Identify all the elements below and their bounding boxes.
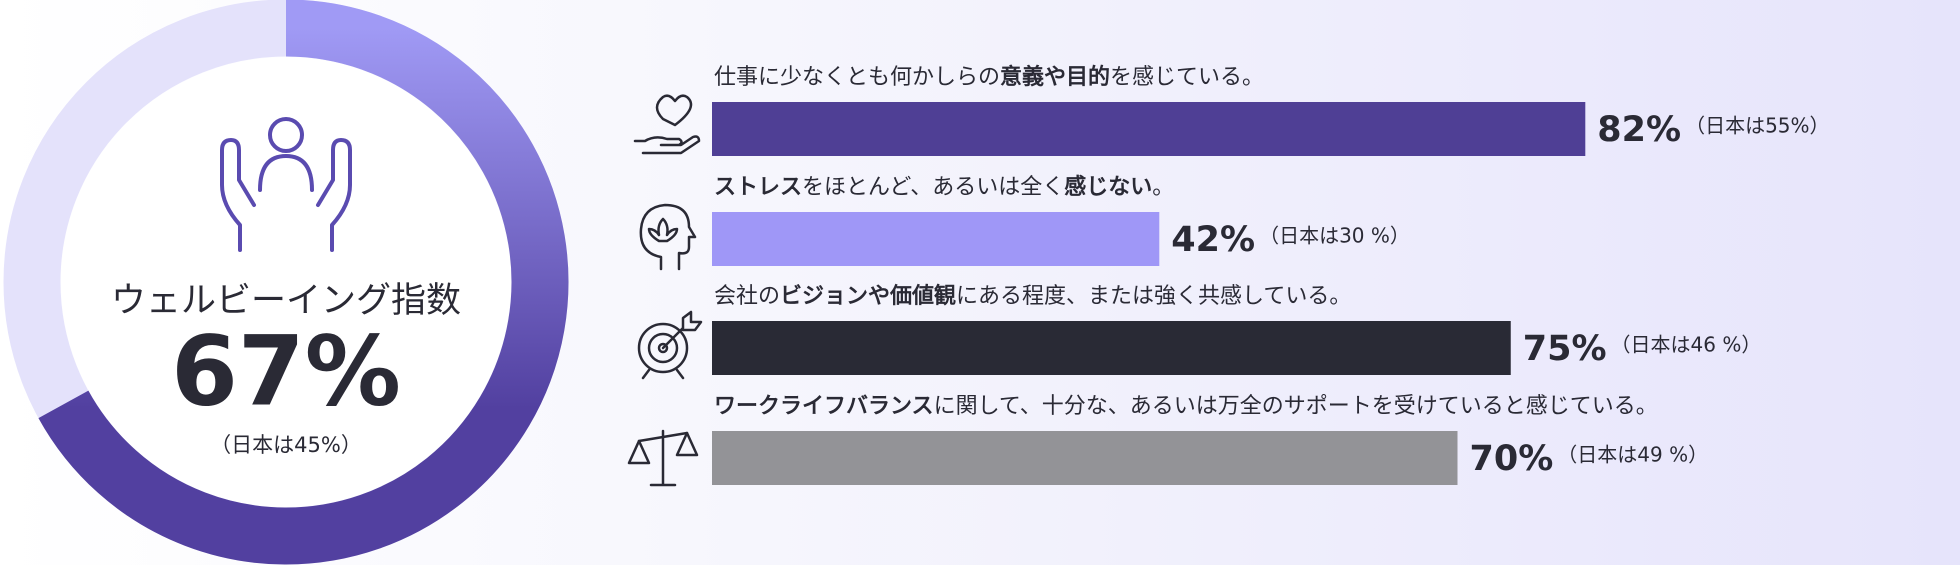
bar [712,102,1586,156]
target-icon [637,310,703,380]
gauge-arc [38,0,569,565]
gauge-note: （日本は45%） [210,433,362,457]
balance-icon [627,429,699,487]
value-label: 75% [1523,329,1607,369]
label-part: に関して、十分な、あるいは万全のサポートを受けていると感じている。 [934,394,1658,419]
label-part: 意義や目的 [1000,64,1110,90]
label-part: 。 [1152,175,1174,200]
label-part: をほとんど、あるいは全く [802,175,1064,200]
label-part: ビジョンや価値観 [780,283,956,309]
label-part: 仕事に少なくとも何かしらの [714,65,1000,90]
donut-center [61,57,511,507]
label-part: にある程度、または強く共感している。 [956,284,1351,309]
value-note: （日本は55%） [1685,114,1829,138]
gauge-title: ウェルビーイング指数 [111,281,461,321]
value-note: （日本は46 %） [1611,333,1762,357]
bar [712,321,1511,375]
people-icon [220,117,352,252]
category-label: 仕事に少なくとも何かしらの意義や目的を感じている。 [714,64,1264,90]
value-label: 82% [1597,110,1681,150]
value-label: 42% [1171,220,1255,260]
label-part: ワークライフバランス [714,394,934,419]
label-part: 感じない [1064,174,1152,200]
category-label: ストレスをほとんど、あるいは全く感じない。 [714,174,1174,200]
bar [712,431,1458,485]
category-label: 会社のビジョンや価値観にある程度、または強く共感している。 [714,283,1351,309]
mind-icon [639,203,697,271]
category-label: ワークライフバランスに関して、十分な、あるいは万全のサポートを受けていると感じて… [714,394,1658,419]
label-part: を感じている。 [1110,65,1264,90]
gauge-value: 67% [171,315,401,427]
bar [712,212,1160,266]
value-label: 70% [1470,439,1554,479]
value-note: （日本は30 %） [1259,224,1410,248]
label-part: 会社の [714,284,780,309]
heart-hand-icon [633,94,701,155]
value-note: （日本は49 %） [1557,443,1708,467]
label-part: ストレス [714,175,802,200]
